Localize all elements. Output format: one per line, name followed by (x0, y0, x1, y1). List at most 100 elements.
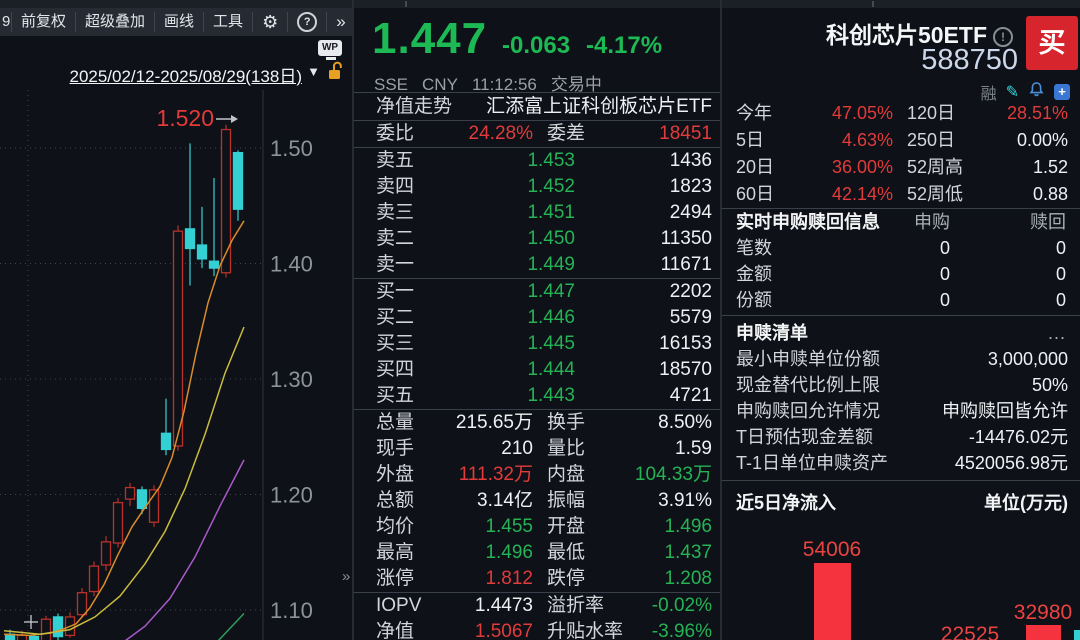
redemption-row: 现金替代比例上限 50% (722, 372, 1080, 398)
stat-value: 1.208 (664, 568, 712, 589)
stat-row: 外盘 111.32万 内盘 104.33万 (354, 462, 720, 488)
perf-value: 36.00% (831, 157, 893, 177)
redemption-more-icon[interactable]: ... (1047, 323, 1066, 343)
help-icon-wrap[interactable]: ? (287, 12, 326, 32)
stat-label: 振幅 (547, 490, 586, 511)
candle-down (184, 228, 196, 250)
bid-row-4[interactable]: 买四 1.444 18570 (354, 357, 720, 383)
bid-row-2[interactable]: 买二 1.446 5579 (354, 305, 720, 331)
candle-up (16, 634, 28, 640)
candle-up (172, 230, 184, 447)
performance-row: 今年 47.05% 120日 28.51% (722, 100, 1080, 127)
perf-value: 47.05% (831, 103, 893, 123)
stat-value: -3.96% (651, 621, 712, 640)
stat-value: 8.50% (658, 412, 712, 433)
subscription-rows: 笔数 0 0 金额 0 0 份额 0 0 (722, 235, 1080, 313)
ma-long-green (217, 612, 245, 640)
nav-row-label: 净值走势 (376, 96, 453, 117)
redemption-label: T-1日单位申赎资产 (736, 453, 889, 473)
subscription-row: 金额 0 0 (722, 261, 1080, 287)
flow-header: 近5日净流入 单位(万元) (722, 490, 1080, 516)
date-dropdown-icon[interactable]: ▼ (307, 64, 320, 79)
bid-row-1[interactable]: 买一 1.447 2202 (354, 279, 720, 305)
candlestick-chart: 1.50 1.40 1.30 1.20 1.10 1.520 (0, 90, 313, 640)
stat-row: IOPV 1.4473 溢折率 -0.02% (354, 593, 720, 619)
stat-label: 跌停 (547, 568, 586, 589)
wp-tool-icon[interactable]: WP (318, 40, 344, 61)
redemption-row: T日预估现金差额 -14476.02元 (722, 424, 1080, 450)
bid-row-5[interactable]: 买五 1.443 4721 (354, 383, 720, 410)
currency-label: CNY (422, 75, 458, 94)
trading-status: 交易中 (550, 75, 602, 94)
settings-gear-icon[interactable]: ⚙ (252, 12, 287, 32)
bid-volume: 5579 (669, 307, 712, 328)
stat-row: 涨停 1.812 跌停 1.208 (354, 566, 720, 593)
date-range-text[interactable]: 2025/02/12-2025/08/29(138日) (69, 67, 302, 86)
stat-value: 111.32万 (458, 464, 533, 485)
help-icon[interactable]: ? (297, 12, 318, 32)
performance-row: 60日 42.14% 52周低 0.88 (722, 181, 1080, 208)
ask-row-1[interactable]: 卖一 1.449 11671 (354, 252, 720, 279)
redeem-value: 0 (1055, 290, 1066, 310)
stat-label: 均价 (376, 516, 415, 537)
toolbar-item-super-overlay[interactable]: 超级叠加 (75, 12, 154, 32)
toolbar-item-adjusted-price[interactable]: 前复权 (11, 12, 75, 32)
stat-value: 3.14亿 (477, 490, 533, 511)
bid-price: 1.443 (527, 385, 575, 406)
candle-up (124, 486, 136, 500)
perf-label: 5日 (736, 130, 765, 150)
ask-volume: 1823 (669, 176, 712, 197)
ask-row-2[interactable]: 卖二 1.450 11350 (354, 226, 720, 252)
subscription-section: 实时申购赎回信息 申购 赎回 笔数 0 0 金额 0 0 份额 0 0 (722, 209, 1080, 316)
stat-value: 1.4473 (474, 595, 533, 616)
toolbar-item-tools[interactable]: 工具 (203, 12, 252, 32)
redemption-title: 申赎清单 (736, 323, 808, 343)
subscription-header: 实时申购赎回信息 申购 赎回 (722, 209, 1080, 235)
candle-down (196, 244, 208, 260)
quote-meta: SSE CNY 11:12:56 交易中 (374, 70, 616, 95)
ask-row-5[interactable]: 卖五 1.453 1436 (354, 148, 720, 174)
subscription-label: 金额 (736, 264, 772, 284)
stat-label: 最高 (376, 542, 415, 563)
toolbar-item-clipped[interactable]: 9 (2, 13, 11, 30)
info-icon[interactable]: ! (993, 27, 1013, 47)
toolbar-more-icon[interactable]: » (326, 12, 354, 32)
buy-button[interactable]: 买 (1026, 16, 1078, 70)
bid-row-3[interactable]: 买三 1.445 16153 (354, 331, 720, 357)
nav-value-row[interactable]: 净值走势 汇添富上证科创板芯片ETF (354, 94, 720, 121)
ask-row-3[interactable]: 卖三 1.451 2494 (354, 200, 720, 226)
stat-value: 3.91% (658, 490, 712, 511)
y-axis-tick: 1.30 (270, 367, 313, 392)
y-axis-tick: 1.20 (270, 483, 313, 508)
stat-label: 净值 (376, 621, 415, 640)
candle-up (220, 128, 232, 274)
redeem-value: 0 (1055, 238, 1066, 258)
stat-label: 开盘 (547, 516, 586, 537)
bid-label: 买五 (376, 385, 415, 406)
redemption-value: 4520056.98元 (954, 453, 1068, 473)
panel-expander-icon[interactable]: » (342, 568, 351, 585)
perf-label: 60日 (736, 184, 775, 204)
ratio-value: 24.28% (468, 123, 533, 144)
perf-value: 42.14% (831, 184, 893, 204)
add-to-watchlist-icon[interactable]: + (1054, 84, 1070, 100)
ask-row-4[interactable]: 卖四 1.452 1823 (354, 174, 720, 200)
inflow-bar (814, 563, 851, 640)
redemption-value: 申购赎回皆允许 (942, 401, 1068, 421)
top-strip-divider (405, 1, 407, 7)
alert-bell-icon[interactable] (1028, 81, 1045, 103)
stat-label: 内盘 (547, 464, 586, 485)
redemption-row: 申购赎回允许情况 申购赎回皆允许 (722, 398, 1080, 424)
stat-row: 净值 1.5067 升贴水率 -3.96% (354, 619, 720, 640)
bid-label: 买三 (376, 333, 415, 354)
edit-pencil-icon[interactable]: ✎ (1005, 84, 1019, 101)
perf-label: 250日 (907, 130, 956, 150)
redemption-label: 最小申赎单位份额 (736, 349, 880, 369)
inflow-bar (1026, 625, 1061, 640)
toolbar-item-draw-line[interactable]: 画线 (154, 12, 203, 32)
stat-value: 1.812 (485, 568, 533, 589)
spread-value: 18451 (659, 123, 712, 144)
lock-icon[interactable] (327, 61, 344, 86)
stat-value: 215.65万 (455, 412, 533, 433)
